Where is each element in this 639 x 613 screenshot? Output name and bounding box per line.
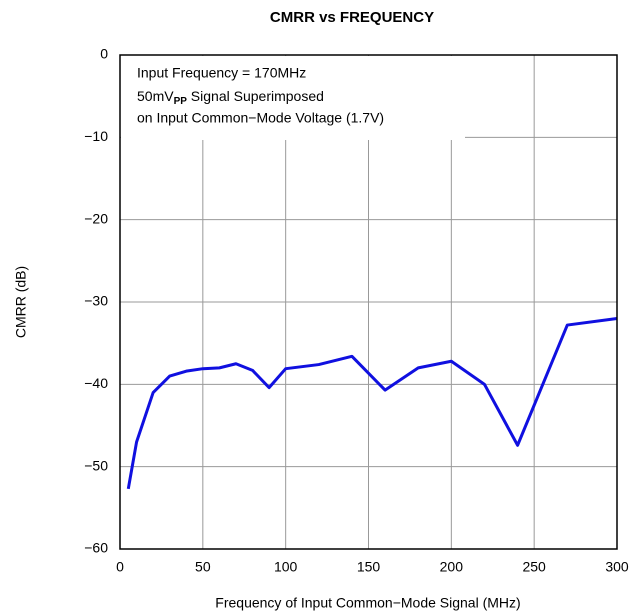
annotation-sub: PP: [174, 96, 188, 107]
annotation-line: Input Frequency = 170MHz: [137, 65, 306, 81]
x-tick-label: 50: [195, 559, 211, 575]
x-tick-label: 150: [357, 559, 381, 575]
x-tick-label: 200: [440, 559, 464, 575]
x-tick-label: 0: [116, 559, 124, 575]
x-axis-label: Frequency of Input Common−Mode Signal (M…: [215, 595, 520, 611]
annotation-box: [121, 56, 465, 140]
x-tick-label: 300: [605, 559, 629, 575]
data-line: [126, 316, 618, 490]
annotation-text: Signal Superimposed: [187, 88, 324, 104]
chart-title: CMRR vs FREQUENCY: [270, 9, 434, 26]
y-tick-label: −10: [84, 128, 108, 144]
annotation-line: on Input Common−Mode Voltage (1.7V): [137, 110, 384, 126]
y-tick-label: −30: [84, 293, 108, 309]
annotation-text: 50mV: [137, 88, 174, 104]
y-tick-label: 0: [100, 46, 108, 62]
y-tick-label: −60: [84, 540, 108, 556]
x-tick-label: 250: [522, 559, 546, 575]
plot-frame: [119, 54, 618, 550]
plot: [126, 316, 618, 490]
x-tick-label: 100: [274, 559, 298, 575]
annotation-line: 50mVPP Signal Superimposed: [137, 88, 324, 107]
y-axis-label: CMRR (dB): [13, 266, 29, 338]
y-tick-label: −40: [84, 375, 108, 391]
y-tick-label: −50: [84, 457, 108, 473]
y-tick-label: −20: [84, 210, 108, 226]
